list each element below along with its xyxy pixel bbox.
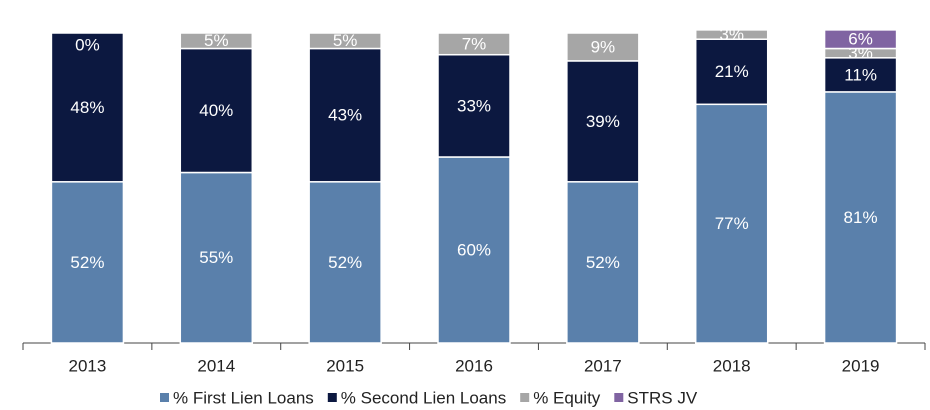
data-label: 39% — [586, 112, 620, 131]
x-tick-label: 2017 — [584, 356, 622, 375]
data-label: 52% — [586, 253, 620, 272]
bar-segment — [694, 38, 769, 106]
data-label: 55% — [199, 248, 233, 267]
x-tick-label: 2019 — [842, 356, 880, 375]
bar-segment — [694, 29, 769, 40]
x-tick-label: 2018 — [713, 356, 751, 375]
data-label: 7% — [462, 34, 487, 53]
data-label: 5% — [204, 31, 229, 50]
data-label: 6% — [848, 30, 873, 49]
bar-segment — [566, 181, 640, 344]
data-label: 0% — [75, 35, 100, 54]
bar-segment — [308, 32, 382, 50]
x-tick-label: 2014 — [197, 356, 235, 375]
bar-segment — [823, 91, 898, 344]
x-tick-label: 2013 — [69, 356, 107, 375]
data-label: 40% — [199, 101, 233, 120]
legend-swatch — [327, 393, 337, 402]
bar-segment — [437, 53, 511, 158]
bar-segment — [566, 32, 640, 62]
bar-segment — [566, 60, 640, 183]
data-label: 33% — [457, 96, 491, 115]
bar-segment — [179, 171, 254, 344]
x-tick-label: 2016 — [455, 356, 493, 375]
legend-label: % First Lien Loans — [173, 388, 314, 407]
data-label: 52% — [70, 253, 104, 272]
data-label: 81% — [844, 208, 878, 227]
data-label: 3% — [719, 25, 744, 44]
data-label: 48% — [70, 98, 104, 117]
bar-segment — [179, 47, 254, 174]
bar-segment — [823, 29, 898, 50]
legend-swatch — [160, 393, 169, 402]
legend-label: % Equity — [533, 388, 601, 407]
data-label: 9% — [591, 37, 616, 56]
bar-segment — [179, 32, 254, 50]
bar-segment — [437, 32, 511, 56]
data-label: 52% — [328, 253, 362, 272]
legend-label: % Second Lien Loans — [341, 388, 506, 407]
bar-segment — [308, 181, 382, 344]
data-label: 77% — [715, 214, 749, 233]
bar-segment — [50, 181, 125, 344]
data-label: 43% — [328, 106, 362, 125]
data-label: 11% — [844, 65, 877, 84]
legend-label: STRS JV — [627, 388, 698, 407]
data-label: 60% — [457, 240, 491, 259]
legend-swatch — [614, 393, 624, 402]
legend-swatch — [520, 393, 530, 402]
bar-segment — [50, 32, 125, 183]
data-label: 5% — [333, 31, 358, 50]
data-label: 21% — [715, 62, 749, 81]
bar-segment — [308, 47, 382, 183]
bar-segment — [694, 103, 769, 344]
x-tick-label: 2015 — [326, 356, 364, 375]
